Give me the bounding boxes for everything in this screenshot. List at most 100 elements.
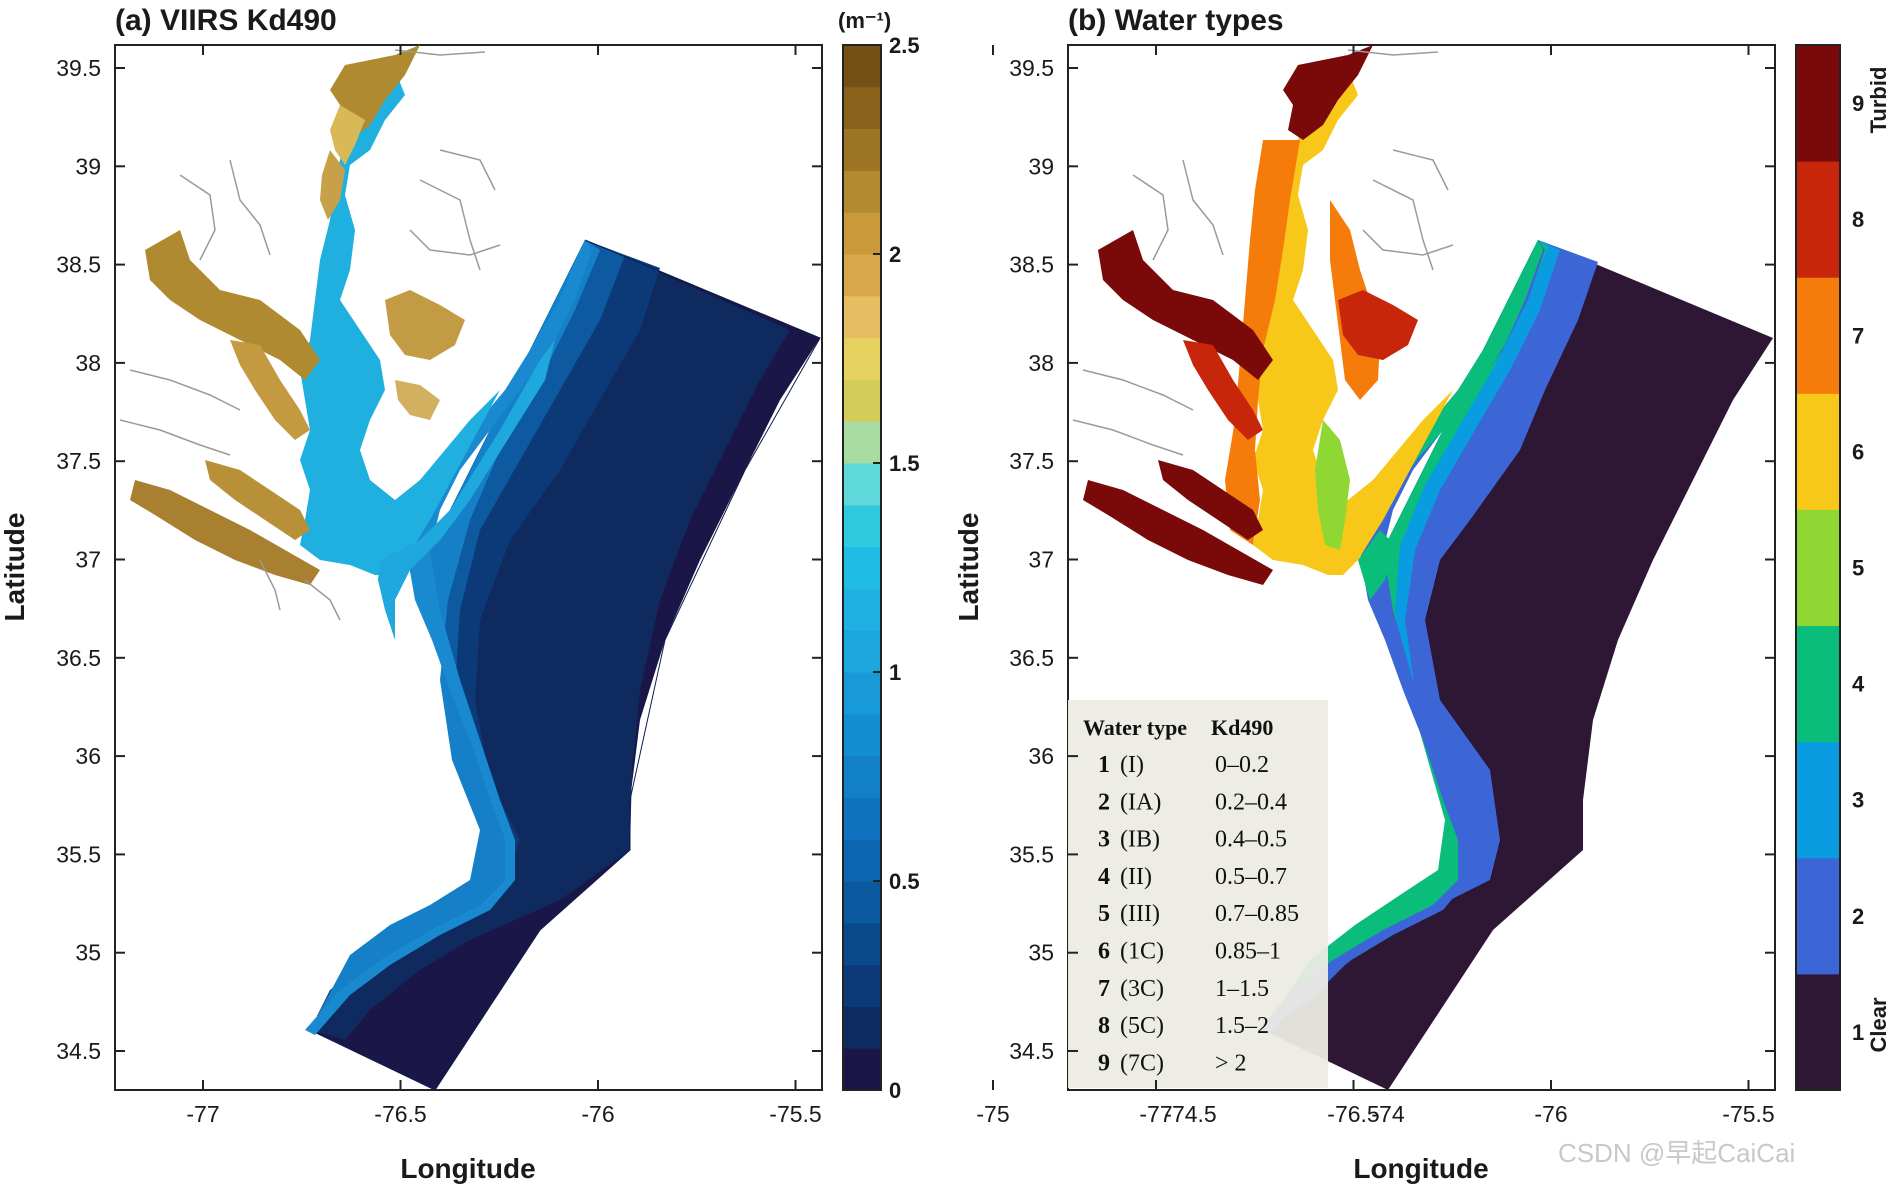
- water-type-legend: Water type Kd490 1 (I) 0–0.2 2 (IA) 0.2–0.4 3 (…: [1068, 700, 1328, 1088]
- colorbar-a-segment: [843, 504, 881, 548]
- panel-b-title: (b) Water types: [1068, 4, 1284, 37]
- legend-row-class: (7C): [1120, 1050, 1164, 1076]
- y-tick-label: 35.5: [1009, 841, 1054, 867]
- colorbar-a-segment: [843, 212, 881, 255]
- colorbar-a-segment: [843, 1048, 881, 1091]
- legend-header-type: Water type: [1083, 715, 1187, 740]
- y-tick-label: 34.5: [1009, 1038, 1054, 1064]
- colorbar-a-segment: [843, 337, 881, 380]
- map-b-ocean-type-1: [1263, 240, 1773, 1090]
- x-tick-label: -77: [186, 1101, 219, 1127]
- y-tick-label: 35.5: [56, 841, 101, 867]
- colorbar-a-tick-label: 0.5: [889, 869, 920, 894]
- colorbar-a-segment: [843, 45, 881, 88]
- colorbar-a-segment: [843, 254, 881, 297]
- panel-a-y-ticks: 39.5 39 38.5 38 37.5 37 36.5 36 35.5 35 34.5: [56, 55, 822, 1064]
- y-tick-label: 34.5: [56, 1038, 101, 1064]
- legend-row-class: (5C): [1120, 1013, 1164, 1039]
- y-tick-label: 38.5: [1009, 252, 1054, 278]
- map-b-river-lines: [1072, 49, 1454, 456]
- map-b-bay-green: [1315, 420, 1350, 550]
- y-tick-label: 39.5: [1009, 55, 1054, 81]
- legend-row-range: 1–1.5: [1215, 976, 1269, 1002]
- legend-row-range: 0.7–0.85: [1215, 901, 1299, 927]
- colorbar-b-class: [1796, 277, 1840, 394]
- legend-row-number: 3: [1098, 827, 1110, 853]
- colorbar-a-segment: [843, 588, 881, 631]
- colorbar-b-tick-label: 8: [1852, 207, 1864, 232]
- colorbar-a-segment: [843, 1006, 881, 1049]
- map-b-bay-body: [1253, 70, 1453, 575]
- x-tick-label: -77: [1139, 1101, 1172, 1127]
- map-b-bay-head: [1283, 45, 1373, 140]
- x-tick-label: -74: [1371, 1101, 1404, 1127]
- colorbar-b-class: [1796, 393, 1840, 510]
- legend-row-class: (II): [1120, 864, 1152, 890]
- map-b-bay-green-mouth: [1358, 530, 1395, 600]
- map-a-offshore-band-2: [310, 240, 660, 1030]
- legend-rows: 1 (I) 0–0.2 2 (IA) 0.2–0.4 3 (IB) 0.4–0.5 4 (II) 0.…: [1098, 752, 1299, 1076]
- panel-a-ylabel: Latitude: [0, 513, 30, 622]
- map-a-bay-body: [300, 70, 500, 575]
- colorbar-a-tick-label: 0: [889, 1078, 901, 1103]
- colorbar-b-tick-label: 5: [1852, 556, 1864, 581]
- y-tick-label: 37: [75, 547, 101, 573]
- panel-a: (a) VIIRS Kd490: [0, 4, 1405, 1184]
- colorbar-top-label: Turbid: [1866, 67, 1891, 134]
- colorbar-bottom-label: Clear: [1866, 997, 1891, 1052]
- panel-a-title: (a) VIIRS Kd490: [115, 4, 337, 37]
- legend-row-range: 0.4–0.5: [1215, 827, 1287, 853]
- panel-b-map: [1072, 45, 1773, 1090]
- map-a-river-patuxent: [320, 150, 345, 220]
- panel-a-xlabel: Longitude: [400, 1153, 535, 1184]
- legend-background: [1068, 700, 1328, 1088]
- x-tick-label: -75.5: [769, 1101, 821, 1127]
- map-a-river-lines: [119, 49, 501, 621]
- map-b-river-york: [1158, 460, 1263, 540]
- map-b-coastal-type-3: [1263, 240, 1560, 1030]
- y-tick-label: 37.5: [1009, 448, 1054, 474]
- panel-b-xlabel: Longitude: [1353, 1153, 1488, 1184]
- colorbar-a-segment: [843, 881, 881, 924]
- map-b-river-rappahannock: [1183, 340, 1263, 440]
- legend-row-number: 6: [1098, 939, 1110, 965]
- colorbar-a-tick-label: 2: [889, 242, 901, 267]
- colorbar-b-frame: [1795, 44, 1841, 1091]
- colorbar-b-class: [1796, 625, 1840, 743]
- y-tick-label: 36: [75, 743, 101, 769]
- colorbar-a-segment: [843, 421, 881, 464]
- x-tick-label: -76.5: [1327, 1101, 1379, 1127]
- legend-row-number: 2: [1098, 789, 1110, 815]
- map-b-coastal-type-2: [1263, 240, 1598, 1030]
- colorbar-b-tick-label: 7: [1852, 323, 1864, 348]
- map-a-river-rappahannock: [230, 340, 310, 440]
- legend-row-class: (I): [1120, 752, 1144, 778]
- map-a-coastal-strip: [305, 240, 592, 1035]
- legend-row-range: 0.85–1: [1215, 939, 1281, 965]
- map-a-river-james: [130, 480, 320, 585]
- colorbar-a-frame: [842, 44, 882, 1091]
- legend-row-class: (IA): [1120, 789, 1161, 815]
- map-b-river-potomac: [1098, 230, 1273, 380]
- colorbar-a-segment: [843, 839, 881, 882]
- panel-a-colorbar: 2.5 2 1.5 1 0.5 0: [842, 33, 920, 1103]
- colorbar-a-tick-label: 1.5: [889, 451, 920, 476]
- map-a-offshore-band-1: [310, 240, 790, 1040]
- map-b-river-james: [1083, 480, 1273, 585]
- y-tick-label: 37.5: [56, 448, 101, 474]
- x-tick-label: -76.5: [374, 1101, 426, 1127]
- colorbar-a-segment: [843, 128, 881, 171]
- colorbar-a-segment: [843, 922, 881, 966]
- colorbar-b-tick-label: 1: [1852, 1020, 1864, 1045]
- legend-row-number: 7: [1098, 976, 1110, 1002]
- y-tick-label: 39: [75, 153, 101, 179]
- y-tick-label: 36: [1028, 743, 1054, 769]
- colorbar-a-segment: [843, 546, 881, 589]
- colorbar-b-class: [1796, 857, 1840, 975]
- x-tick-label: -76: [581, 1101, 614, 1127]
- y-tick-label: 38: [75, 350, 101, 376]
- colorbar-a-segment: [843, 672, 881, 715]
- legend-row-number: 4: [1098, 864, 1110, 890]
- watermark-text: CSDN @早起CaiCai: [1558, 1138, 1795, 1168]
